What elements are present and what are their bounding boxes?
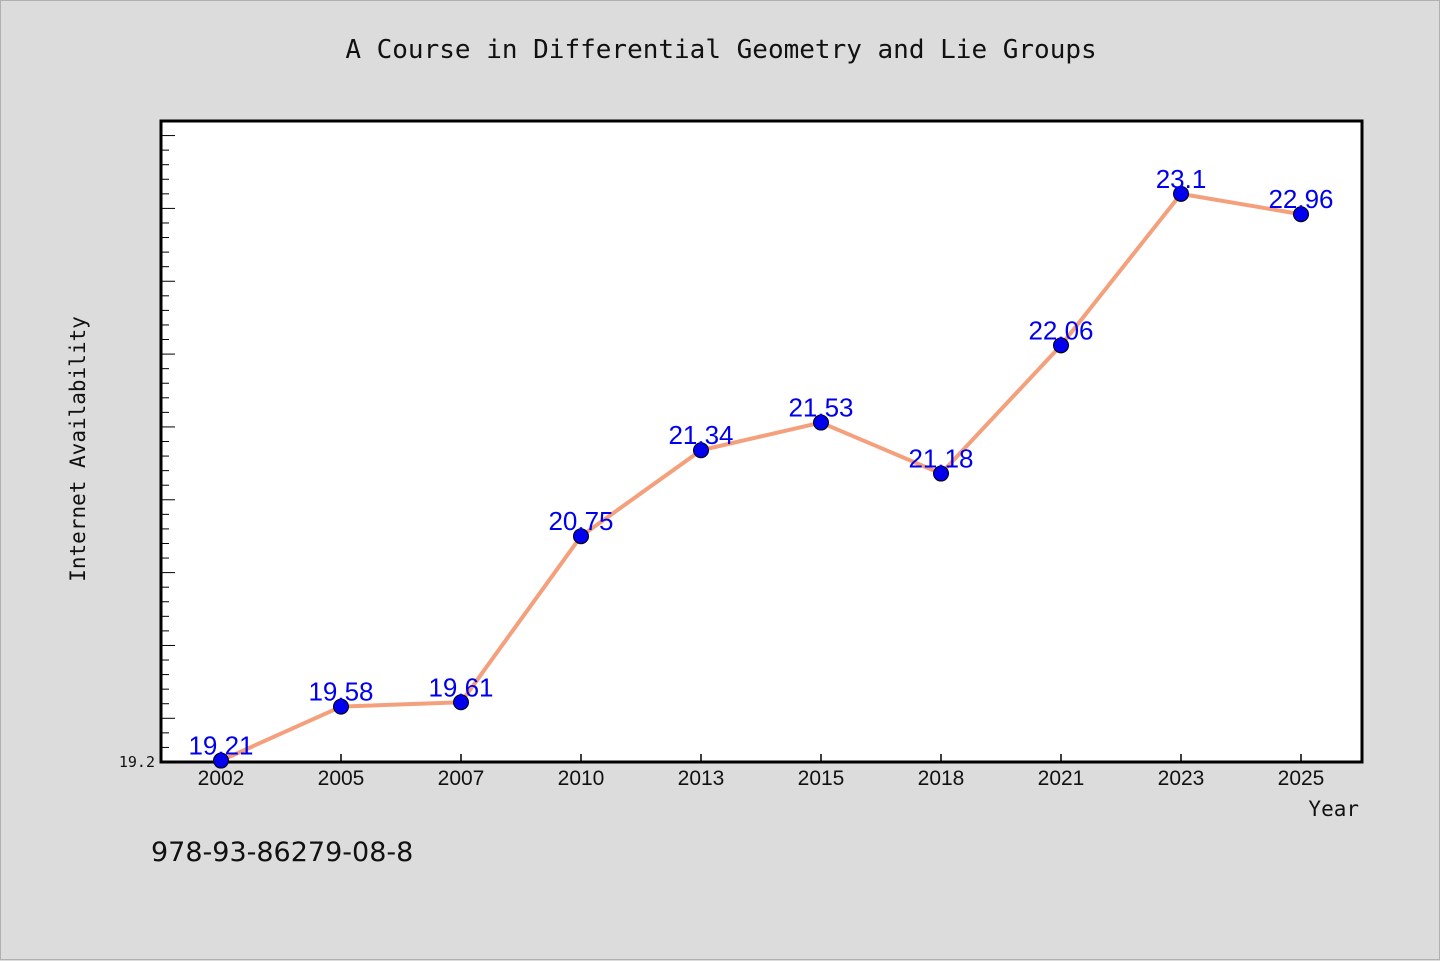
x-tick-label: 2002 xyxy=(198,767,245,790)
data-point xyxy=(333,698,349,715)
data-label: 19.58 xyxy=(308,677,373,707)
data-label: 19.61 xyxy=(428,672,493,702)
plot-area xyxy=(159,119,1364,764)
isbn-footer-text: 978-93-86279-08-8 xyxy=(151,837,414,868)
data-label: 21.18 xyxy=(908,444,973,474)
data-label: 21.53 xyxy=(788,393,853,423)
x-tick-label: 2023 xyxy=(1158,767,1205,790)
data-point xyxy=(1173,185,1189,202)
data-label: 19.21 xyxy=(188,731,253,761)
x-tick-label: 2007 xyxy=(438,767,485,790)
x-tick-label: 2010 xyxy=(558,767,605,790)
data-label: 23.1 xyxy=(1156,164,1207,194)
data-label: 22.06 xyxy=(1028,315,1093,345)
data-point xyxy=(1293,206,1309,223)
data-point xyxy=(693,442,709,459)
x-axis-title: Year xyxy=(1308,797,1359,821)
data-point xyxy=(213,752,229,769)
series-line xyxy=(220,191,1302,763)
data-label: 20.75 xyxy=(548,506,613,536)
x-tick-label: 2018 xyxy=(918,767,965,790)
x-tick-label: 2025 xyxy=(1278,767,1325,790)
x-tick-label: 2013 xyxy=(678,767,725,790)
chart-title: A Course in Differential Geometry and Li… xyxy=(345,35,1097,65)
x-tick-label: 2021 xyxy=(1038,767,1085,790)
y-tick-label: 19.2 xyxy=(119,753,155,771)
data-point xyxy=(1053,337,1069,354)
x-tick-label: 2005 xyxy=(318,767,365,790)
data-point xyxy=(933,465,949,482)
data-label: 22.96 xyxy=(1268,184,1333,214)
data-point xyxy=(813,414,829,431)
x-tick-label: 2015 xyxy=(798,767,845,790)
data-label: 21.34 xyxy=(668,420,733,450)
data-point xyxy=(573,528,589,545)
data-point xyxy=(453,694,469,711)
